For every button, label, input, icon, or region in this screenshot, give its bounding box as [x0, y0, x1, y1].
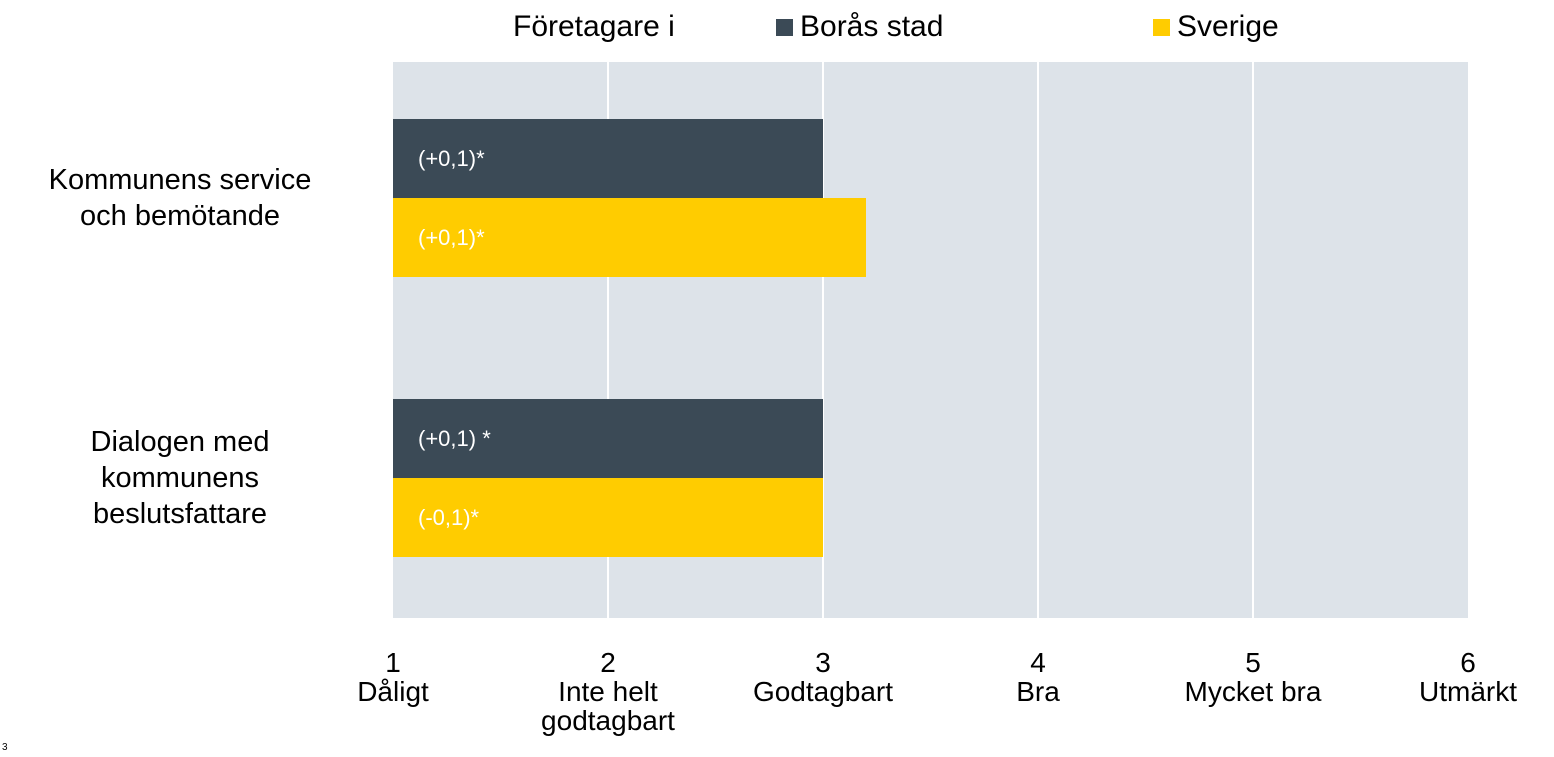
- data-label: (+0,1)*: [418, 224, 485, 250]
- bar: [393, 478, 823, 557]
- category-label: Kommunens service och bemötande: [48, 164, 312, 232]
- x-tick-label: 1 Dåligt: [357, 647, 429, 707]
- legend-label: Sverige: [1177, 10, 1279, 43]
- bar: [393, 198, 866, 277]
- bar: [393, 399, 823, 478]
- data-label: (-0,1)*: [418, 504, 480, 530]
- legend-label: Borås stad: [800, 10, 944, 43]
- x-tick-label: 5 Mycket bra: [1184, 647, 1322, 707]
- x-tick-label: 4 Bra: [1016, 647, 1060, 707]
- legend-swatch: [776, 19, 793, 36]
- legend-swatch: [1153, 19, 1170, 36]
- x-tick-label: 6 Utmärkt: [1419, 647, 1517, 707]
- legend-title: Företagare i: [513, 10, 675, 43]
- x-tick-label: 2 Inte helt godtagbart: [541, 647, 675, 736]
- data-label: (+0,1) *: [418, 425, 491, 451]
- category-label: Dialogen med kommunens beslutsfattare: [90, 426, 270, 530]
- x-tick-label: 3 Godtagbart: [752, 647, 894, 707]
- bar: [393, 119, 823, 198]
- data-label: (+0,1)*: [418, 145, 485, 171]
- page-number: 3: [2, 742, 8, 753]
